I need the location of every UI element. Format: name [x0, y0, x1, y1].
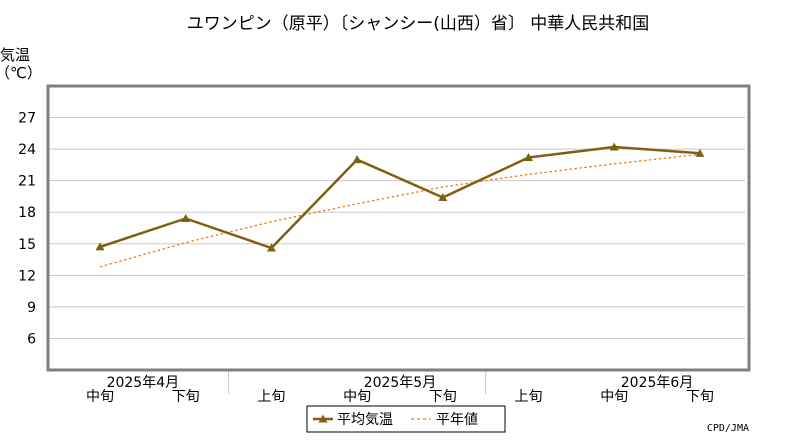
legend-marker-actual: [318, 414, 328, 423]
y-tick-label-27: 27: [18, 111, 36, 127]
data-point-0-3: [352, 155, 362, 164]
y-tick-label-6: 6: [27, 331, 36, 347]
legend: 平均気温 平年値: [306, 405, 506, 433]
x-period-label-5: 上旬: [515, 389, 543, 405]
x-period-label-2: 上旬: [257, 389, 285, 405]
legend-label-actual: 平均気温: [337, 412, 393, 428]
y-axis-title: 気温: [0, 46, 30, 64]
y-tick-label-21: 21: [18, 174, 36, 190]
x-period-label-4: 下旬: [429, 389, 457, 405]
legend-label-normal: 平年値: [436, 412, 478, 428]
x-month-label-1: 2025年5月: [364, 375, 437, 391]
y-axis-ticks: 6 9 12 15 18 21 24 27: [18, 111, 36, 348]
y-tick-label-12: 12: [18, 268, 36, 284]
x-period-label-7: 下旬: [686, 389, 714, 405]
x-month-label-0: 2025年4月: [107, 375, 180, 391]
series-line-0: [99, 145, 700, 250]
x-period-label-0: 中旬: [86, 389, 114, 405]
x-period-label-1: 下旬: [172, 389, 200, 405]
legend-box: [306, 405, 506, 433]
x-month-label-2: 2025年6月: [621, 375, 694, 391]
y-axis-unit: （℃）: [0, 64, 42, 82]
chart-title: ユワンピン（原平）〔シャンシー(山西）省〕 中華人民共和国: [187, 14, 650, 34]
plot-frame: [46, 84, 751, 372]
data-point-0-5: [524, 153, 533, 162]
data-point-0-4: [438, 192, 448, 201]
series: [95, 142, 705, 268]
x-period-label-3: 中旬: [343, 389, 371, 405]
data-point-0-7: [695, 148, 705, 157]
grid: [48, 117, 745, 339]
credit-text: CPD/JMA: [707, 423, 749, 434]
data-point-0-0: [95, 242, 105, 251]
x-period-label-6: 中旬: [600, 389, 628, 405]
y-tick-label-24: 24: [18, 142, 36, 158]
data-point-0-2: [266, 243, 276, 252]
data-point-0-6: [609, 142, 619, 151]
data-point-0-1: [181, 214, 191, 223]
y-tick-label-9: 9: [27, 300, 36, 316]
series-line-1: [99, 153, 700, 268]
y-tick-label-18: 18: [18, 205, 36, 221]
y-tick-label-15: 15: [18, 237, 36, 253]
